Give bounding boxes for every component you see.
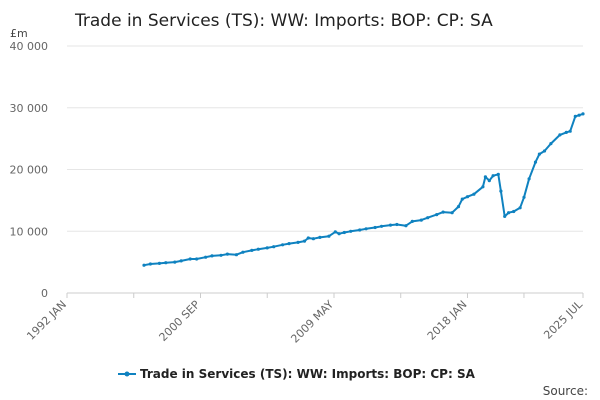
data-point[interactable] xyxy=(358,228,362,232)
data-point[interactable] xyxy=(491,174,495,178)
legend-series-label: Trade in Services (TS): WW: Imports: BOP… xyxy=(140,367,476,381)
data-point[interactable] xyxy=(342,230,346,235)
data-point[interactable] xyxy=(395,222,399,227)
y-tick-label: 0 xyxy=(41,287,48,300)
data-point[interactable] xyxy=(333,230,337,234)
data-point[interactable] xyxy=(568,129,572,133)
data-point[interactable] xyxy=(195,257,199,261)
data-point[interactable] xyxy=(157,261,161,265)
data-point[interactable] xyxy=(512,209,516,214)
data-point[interactable] xyxy=(302,239,307,243)
data-point[interactable] xyxy=(349,229,353,233)
data-point[interactable] xyxy=(318,235,322,239)
data-point[interactable] xyxy=(337,232,341,236)
chart-title: Trade in Services (TS): WW: Imports: BOP… xyxy=(74,11,493,31)
data-point[interactable] xyxy=(564,130,568,134)
series-line xyxy=(143,112,584,267)
x-tick-label: 1992 JAN xyxy=(24,298,69,343)
data-point[interactable] xyxy=(142,263,146,267)
x-tick-label: 2009 MAY xyxy=(288,298,336,346)
data-point[interactable] xyxy=(311,237,315,241)
data-point[interactable] xyxy=(441,210,445,214)
x-tick-label: 2000 SEP xyxy=(157,298,203,344)
unit-label: £m xyxy=(10,27,28,40)
x-tick-label: 2025 JUL xyxy=(541,297,585,341)
data-point[interactable] xyxy=(379,224,384,228)
data-point[interactable] xyxy=(296,240,300,244)
y-tick-label: 10 000 xyxy=(10,225,49,238)
data-point[interactable] xyxy=(306,236,310,240)
data-point[interactable] xyxy=(219,253,223,257)
data-point[interactable] xyxy=(581,112,585,116)
data-point[interactable] xyxy=(410,219,414,223)
data-point[interactable] xyxy=(364,227,368,231)
data-point[interactable] xyxy=(234,253,238,257)
y-tick-label: 20 000 xyxy=(10,164,49,177)
data-point[interactable] xyxy=(503,214,507,218)
data-point[interactable] xyxy=(373,225,377,230)
data-point[interactable] xyxy=(388,223,393,227)
data-point[interactable] xyxy=(250,248,254,252)
data-point[interactable] xyxy=(527,177,531,181)
data-point[interactable] xyxy=(419,218,423,222)
data-point[interactable] xyxy=(573,114,577,118)
y-tick-label: 30 000 xyxy=(10,102,49,115)
x-tick-label: 2018 JAN xyxy=(425,298,470,343)
data-point[interactable] xyxy=(558,133,562,137)
data-point[interactable] xyxy=(188,257,192,261)
data-point[interactable] xyxy=(537,152,542,156)
data-point[interactable] xyxy=(518,206,522,210)
series-layer xyxy=(142,112,585,267)
data-point[interactable] xyxy=(179,259,183,263)
data-point[interactable] xyxy=(281,243,285,247)
data-point[interactable] xyxy=(241,250,245,254)
data-point[interactable] xyxy=(577,113,581,117)
data-point[interactable] xyxy=(204,255,208,259)
y-axis-ticks: 0 10 000 20 000 30 000 40 000 xyxy=(10,40,49,300)
data-point[interactable] xyxy=(265,246,269,250)
data-point[interactable] xyxy=(472,192,476,196)
data-point[interactable] xyxy=(481,185,485,189)
data-point[interactable] xyxy=(460,197,464,201)
data-point[interactable] xyxy=(522,195,526,199)
data-point[interactable] xyxy=(287,242,291,246)
data-point[interactable] xyxy=(499,189,503,193)
data-point[interactable] xyxy=(465,195,470,199)
data-point[interactable] xyxy=(487,179,491,183)
data-point[interactable] xyxy=(456,205,461,209)
data-point[interactable] xyxy=(435,213,439,217)
data-point[interactable] xyxy=(225,252,229,256)
data-point[interactable] xyxy=(256,247,260,251)
data-point[interactable] xyxy=(426,216,430,220)
source-label: Source: xyxy=(543,384,588,398)
data-point[interactable] xyxy=(327,234,331,238)
data-point[interactable] xyxy=(496,172,500,176)
data-point[interactable] xyxy=(533,160,538,164)
data-point[interactable] xyxy=(164,261,168,265)
data-point[interactable] xyxy=(173,260,177,264)
data-point[interactable] xyxy=(404,224,408,228)
data-point[interactable] xyxy=(450,211,454,215)
data-point[interactable] xyxy=(272,245,276,249)
data-point[interactable] xyxy=(507,211,511,215)
data-point[interactable] xyxy=(549,142,553,146)
grid-layer xyxy=(67,45,583,232)
data-point[interactable] xyxy=(148,262,152,266)
legend-point-marker xyxy=(124,371,130,377)
x-axis-ticks: 1992 JAN 2000 SEP 2009 MAY 2018 JAN 2025 JUL xyxy=(24,293,586,346)
legend[interactable]: Trade in Services (TS): WW: Imports: BOP… xyxy=(118,367,476,381)
data-point[interactable] xyxy=(483,175,487,179)
y-tick-label: 40 000 xyxy=(10,40,49,53)
data-point[interactable] xyxy=(210,254,214,258)
data-point[interactable] xyxy=(542,149,547,153)
